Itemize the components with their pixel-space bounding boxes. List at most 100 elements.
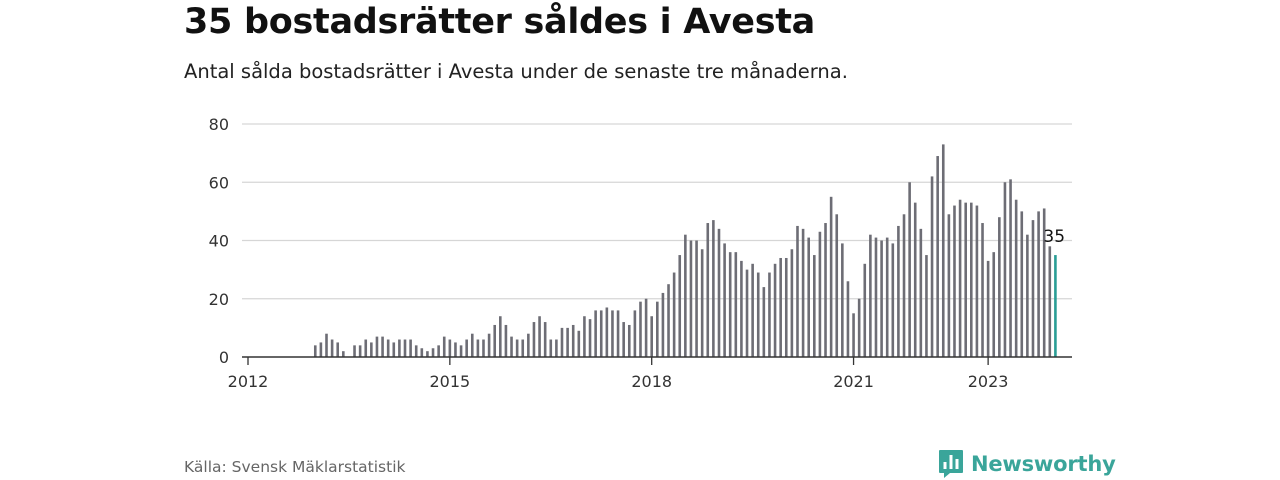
bar [1048, 246, 1052, 357]
bar [656, 301, 659, 357]
bar [953, 205, 956, 357]
bar [493, 324, 497, 357]
bar [342, 351, 345, 357]
bar [846, 281, 850, 357]
bar [661, 292, 665, 357]
bar [734, 252, 738, 357]
bar [504, 324, 508, 357]
highlight-value-label: 35 [1043, 227, 1065, 247]
bar [420, 348, 424, 357]
bar [824, 223, 827, 357]
bar [897, 225, 900, 357]
bar [813, 255, 816, 357]
bar [549, 339, 553, 357]
bar [818, 231, 822, 357]
bar [863, 263, 867, 357]
bar [852, 313, 855, 357]
bar [1031, 220, 1035, 357]
bars [313, 144, 1057, 358]
bar [426, 351, 429, 357]
bar [532, 322, 536, 357]
x-axis: 2012 2015 2018 2021 2023 [228, 356, 1072, 391]
bar [796, 225, 799, 357]
bar [964, 202, 967, 357]
bar [829, 196, 833, 357]
bar [543, 322, 547, 357]
y-tick-label: 40 [209, 232, 229, 251]
y-tick-label: 20 [209, 290, 229, 309]
bar [431, 348, 435, 357]
bar [313, 345, 317, 357]
bar [784, 257, 788, 357]
bar [981, 223, 984, 357]
bar [1014, 199, 1018, 357]
bar-highlight [1054, 255, 1057, 357]
source-note: Källa: Svensk Mäklarstatistik [184, 458, 406, 476]
bar [801, 228, 805, 357]
x-tick-label: 2023 [968, 372, 1009, 391]
newsworthy-logo-icon [939, 450, 963, 478]
bar [370, 342, 373, 357]
bar [510, 336, 513, 357]
bar [414, 345, 418, 357]
bar [644, 298, 648, 357]
bar [874, 237, 878, 357]
bar [986, 260, 990, 357]
bar [465, 339, 468, 357]
bar [807, 237, 810, 357]
bar [835, 214, 839, 357]
bar [930, 176, 934, 357]
x-tick-label: 2015 [429, 372, 470, 391]
bar [454, 342, 457, 357]
bar [386, 339, 390, 357]
bar [947, 214, 951, 357]
bar [751, 263, 754, 357]
bar [902, 214, 906, 357]
x-tick-label: 2012 [228, 372, 269, 391]
bar [684, 234, 687, 357]
bar [841, 243, 844, 357]
bar [1037, 211, 1040, 358]
bar [773, 263, 777, 357]
bar [319, 342, 323, 357]
bar [487, 333, 491, 357]
chart-subtitle: Antal sålda bostadsrätter i Avesta under… [184, 60, 848, 83]
bar [1020, 211, 1024, 358]
bar [403, 339, 407, 357]
bar [700, 249, 704, 357]
bar [941, 144, 945, 357]
bar [605, 307, 609, 357]
x-tick-label: 2018 [631, 372, 672, 391]
bar [476, 339, 480, 357]
bar [392, 342, 396, 357]
bar [571, 324, 575, 357]
bar [998, 217, 1001, 357]
bar [622, 322, 625, 357]
x-tick-label: 2021 [833, 372, 874, 391]
bar [667, 284, 670, 357]
bar [756, 272, 760, 357]
bar [689, 240, 693, 357]
bar [723, 243, 726, 357]
bar [470, 333, 474, 357]
bar [650, 316, 653, 357]
bar [583, 316, 586, 357]
bar [555, 339, 558, 357]
bar [857, 298, 861, 357]
bar [768, 272, 771, 357]
y-tick-label: 60 [209, 173, 229, 192]
bar [913, 202, 917, 357]
bar [908, 182, 911, 357]
bar [712, 220, 715, 357]
bar [616, 310, 620, 357]
bar [992, 252, 996, 357]
bar [375, 336, 379, 357]
bar [919, 228, 923, 357]
bar [358, 345, 362, 357]
newsworthy-logo[interactable]: Newsworthy [938, 449, 1116, 479]
bar [448, 339, 452, 357]
bar [740, 260, 743, 357]
bar [706, 223, 710, 357]
y-axis-tick-labels: 0 20 40 60 80 [209, 115, 229, 367]
bar [639, 301, 642, 357]
